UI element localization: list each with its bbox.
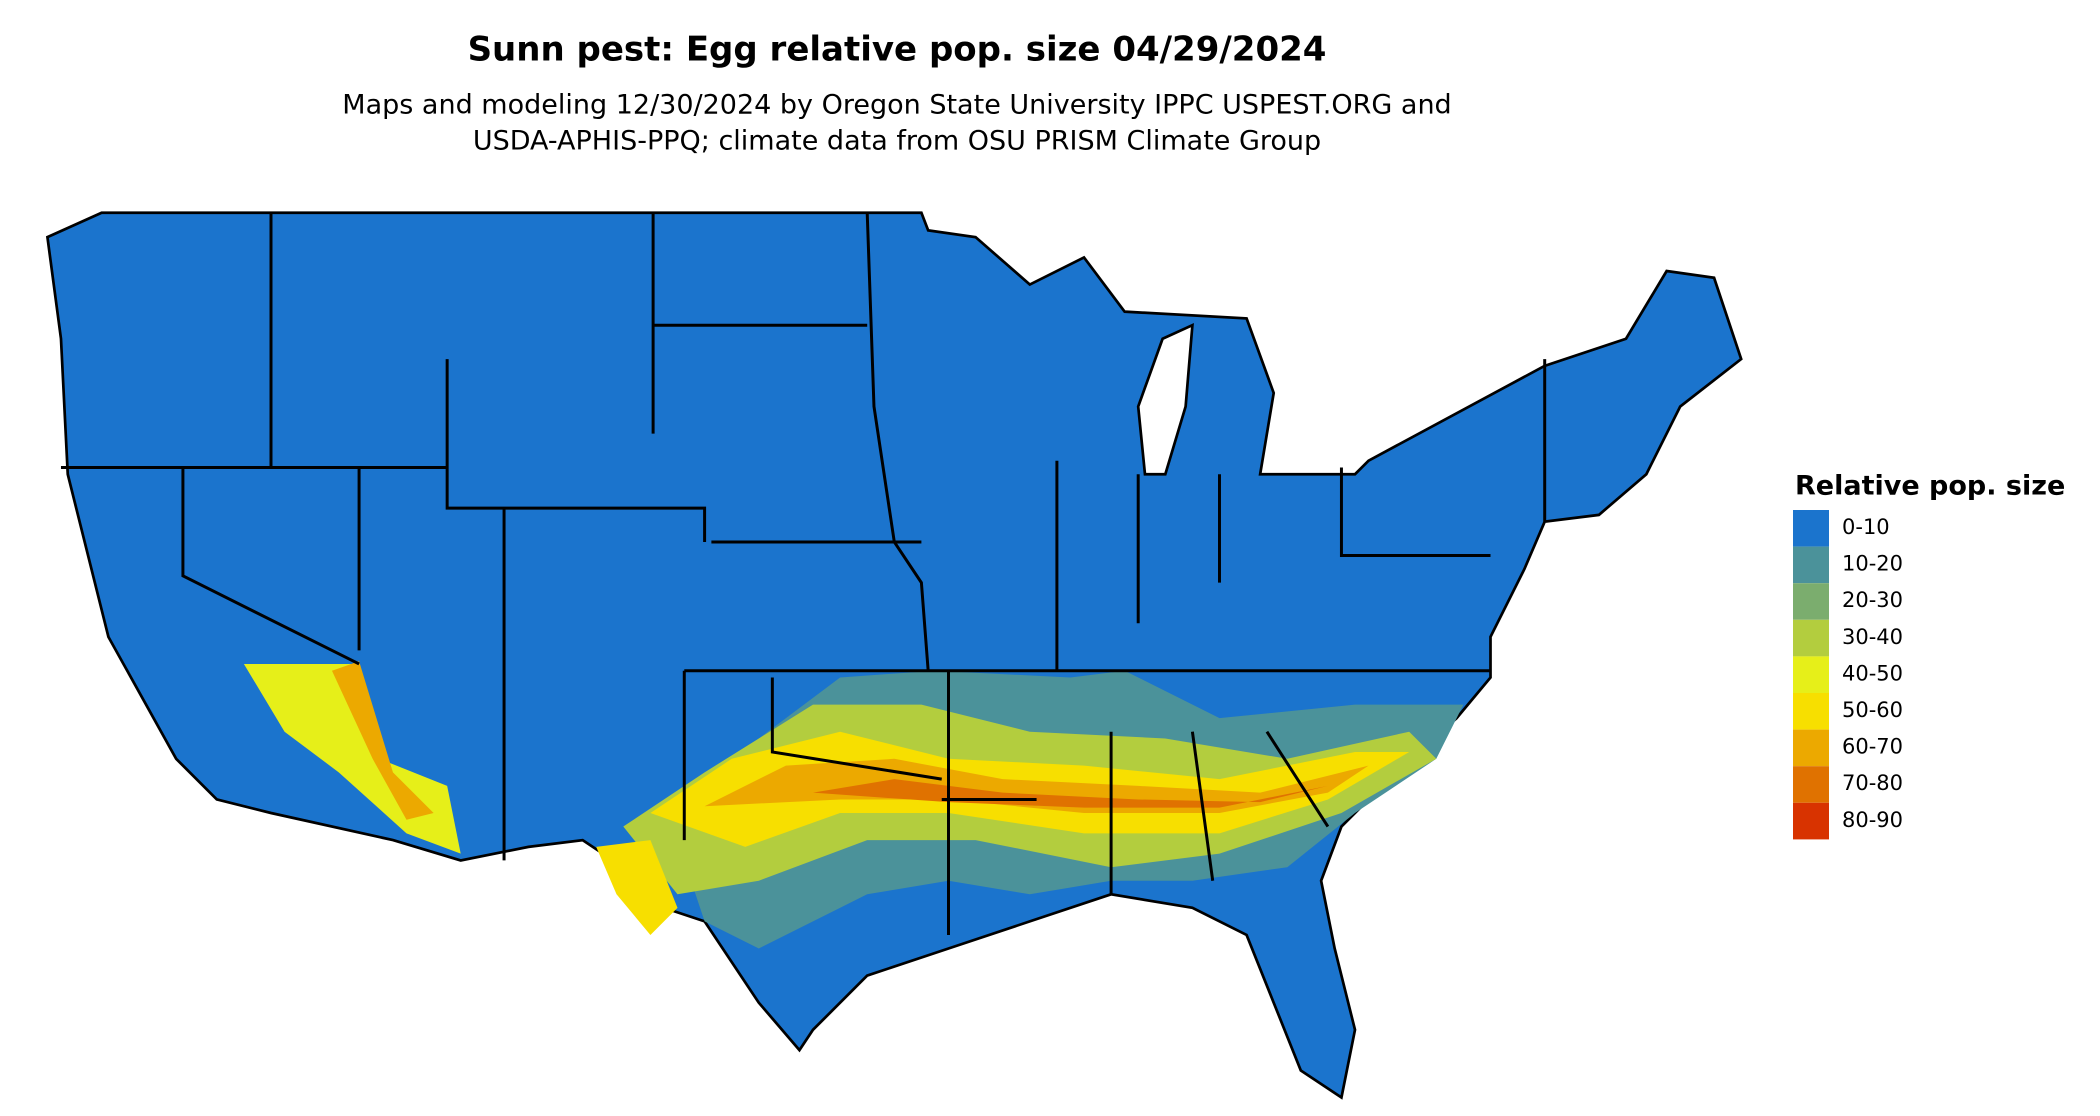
legend-swatch <box>1793 510 1829 547</box>
legend-swatch <box>1793 766 1829 803</box>
legend-label: 10-20 <box>1842 552 1903 576</box>
title: Sunn pest: Egg relative pop. size 04/29/… <box>468 30 1327 70</box>
zone <box>596 840 678 935</box>
legend-label: 40-50 <box>1842 661 1903 685</box>
zone <box>331 661 434 820</box>
lake <box>1136 323 1194 476</box>
legend-label: 30-40 <box>1842 625 1903 649</box>
legend-swatch <box>1793 546 1829 584</box>
legend-swatch <box>1793 619 1829 657</box>
legend-title: Relative pop. size <box>1795 471 2065 502</box>
legend-label: 0-10 <box>1842 515 1890 539</box>
legend-swatch <box>1793 729 1829 767</box>
legend-label: 80-90 <box>1842 808 1903 832</box>
legend-label: 50-60 <box>1842 698 1903 722</box>
legend-label: 60-70 <box>1842 735 1903 759</box>
legend: 0-10 10-20 20-30 30-40 40-50 50-60 60-70 70-80 8… <box>1793 510 1903 840</box>
us-map <box>45 211 1743 1100</box>
subtitle: USDA-APHIS-PPQ; climate data from OSU PR… <box>473 126 1321 157</box>
legend-swatch <box>1793 802 1829 840</box>
legend-label: 70-80 <box>1842 771 1903 795</box>
state-lines <box>60 212 1547 935</box>
legend-label: 20-30 <box>1842 588 1903 612</box>
subtitle: Maps and modeling 12/30/2024 by Oregon S… <box>342 90 1451 121</box>
legend-swatch <box>1793 656 1829 693</box>
legend-swatch <box>1793 583 1829 620</box>
land <box>45 211 1743 1100</box>
legend-swatch <box>1793 693 1829 730</box>
